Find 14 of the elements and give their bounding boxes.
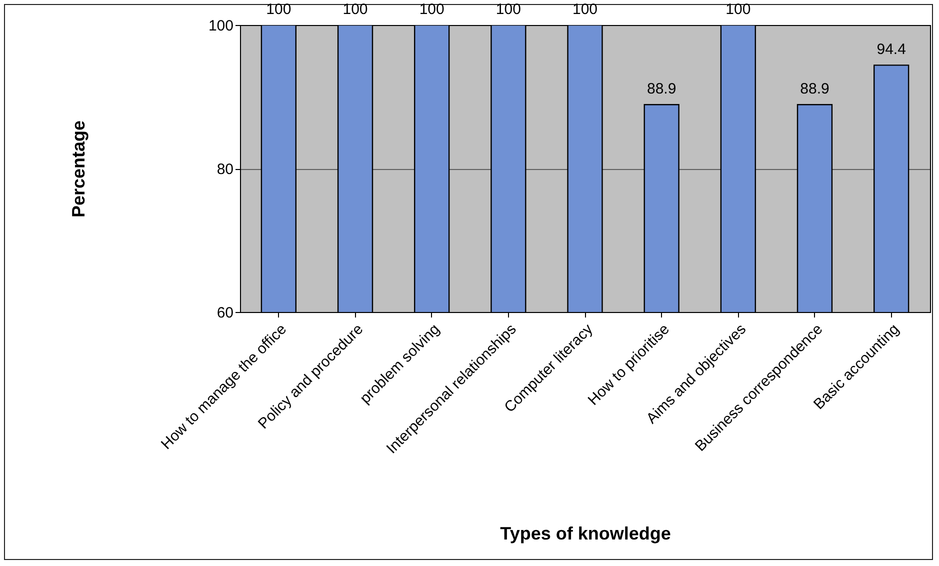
y-axis-title: Percentage <box>68 120 88 218</box>
data-label: 100 <box>342 1 368 18</box>
y-tick-label: 100 <box>208 18 234 34</box>
data-label: 100 <box>419 1 444 18</box>
data-label: 94.4 <box>876 41 906 58</box>
data-label: 100 <box>496 1 521 18</box>
y-tick-label: 60 <box>216 304 234 322</box>
data-label: 88.9 <box>646 80 676 98</box>
data-label: 100 <box>572 1 598 18</box>
data-label: 88.9 <box>800 80 830 98</box>
x-axis-title: Types of knowledge <box>500 524 671 544</box>
data-label: 100 <box>726 1 751 18</box>
data-label: 100 <box>266 1 292 18</box>
y-tick-label: 80 <box>216 161 234 178</box>
